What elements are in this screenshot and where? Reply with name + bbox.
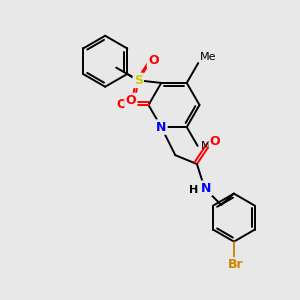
Text: O: O bbox=[210, 135, 220, 148]
Text: O: O bbox=[116, 98, 127, 112]
Text: S: S bbox=[134, 74, 143, 87]
Text: Me: Me bbox=[201, 141, 217, 151]
Text: O: O bbox=[125, 94, 136, 107]
Text: Br: Br bbox=[228, 258, 243, 272]
Text: O: O bbox=[148, 54, 159, 68]
Text: N: N bbox=[201, 182, 211, 195]
Text: H: H bbox=[189, 185, 198, 195]
Text: N: N bbox=[156, 121, 166, 134]
Text: Me: Me bbox=[200, 52, 216, 61]
